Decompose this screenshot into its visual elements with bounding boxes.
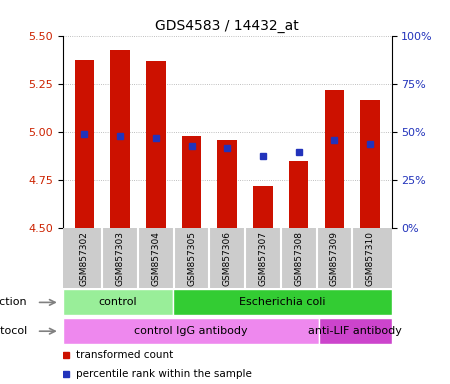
Text: control: control xyxy=(99,297,137,308)
Text: GSM857308: GSM857308 xyxy=(294,232,303,286)
Bar xyxy=(217,140,237,228)
Text: Escherichia coli: Escherichia coli xyxy=(239,297,325,308)
Bar xyxy=(63,290,172,315)
Text: anti-LIF antibody: anti-LIF antibody xyxy=(308,326,402,336)
Bar xyxy=(146,61,166,228)
Bar xyxy=(63,318,319,344)
Text: control IgG antibody: control IgG antibody xyxy=(134,326,248,336)
Text: percentile rank within the sample: percentile rank within the sample xyxy=(76,369,252,379)
Bar xyxy=(360,100,380,228)
Text: GSM857302: GSM857302 xyxy=(80,232,89,286)
Text: transformed count: transformed count xyxy=(76,350,173,360)
Text: GSM857309: GSM857309 xyxy=(330,232,339,286)
Bar xyxy=(319,318,392,344)
Text: protocol: protocol xyxy=(0,326,27,336)
Bar xyxy=(182,136,201,228)
Bar xyxy=(324,90,344,228)
Bar xyxy=(172,290,392,315)
Text: GSM857305: GSM857305 xyxy=(187,232,196,286)
Bar xyxy=(75,60,94,228)
Title: GDS4583 / 14432_at: GDS4583 / 14432_at xyxy=(155,19,299,33)
Text: GSM857306: GSM857306 xyxy=(223,232,232,286)
Text: infection: infection xyxy=(0,297,27,308)
Bar xyxy=(289,161,309,228)
Text: GSM857304: GSM857304 xyxy=(151,232,160,286)
Text: GSM857303: GSM857303 xyxy=(116,232,125,286)
Bar xyxy=(253,186,273,228)
Text: GSM857307: GSM857307 xyxy=(258,232,267,286)
Bar xyxy=(110,50,130,228)
Text: GSM857310: GSM857310 xyxy=(365,232,374,286)
